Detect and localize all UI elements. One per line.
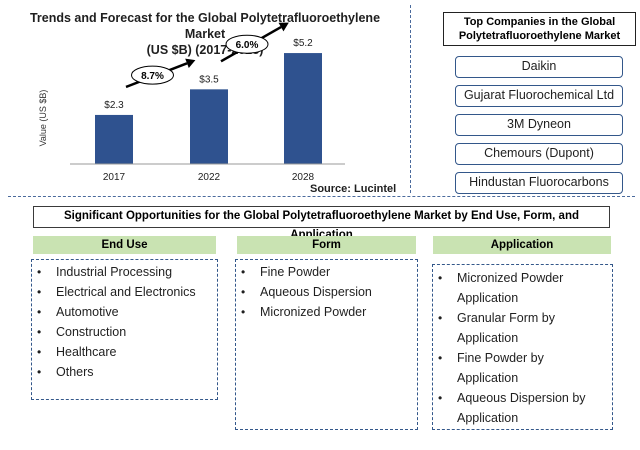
list-item: • Micronized Powder <box>438 271 564 285</box>
growth-arrow-head <box>278 22 289 32</box>
horizontal-divider <box>8 196 635 197</box>
list-item: • Fine Powder <box>241 265 331 279</box>
list-item: • Granular Form by <box>438 311 555 325</box>
list-item-continuation: Application <box>457 331 519 345</box>
application-header: Application <box>433 236 611 254</box>
list-item: • Others <box>37 365 94 379</box>
bar-2028 <box>284 53 322 164</box>
company-3m-dyneon: 3M Dyneon <box>455 114 623 136</box>
form-header: Form <box>237 236 416 254</box>
list-item: • Aqueous Dispersion by <box>438 391 586 405</box>
application-list: • Micronized Powder Application • Granular… <box>432 264 613 430</box>
list-item: • Aqueous Dispersion <box>241 285 372 299</box>
x-tick-label: 2022 <box>198 172 221 183</box>
list-item: • Construction <box>37 325 127 339</box>
cagr-label: 6.0% <box>236 40 259 51</box>
data-label: $3.5 <box>199 74 219 85</box>
x-tick-label: 2017 <box>103 172 126 183</box>
list-item-continuation: Application <box>457 371 519 385</box>
growth-arrow-head <box>185 58 196 68</box>
opportunities-title: Significant Opportunities for the Global… <box>33 206 610 241</box>
list-item: • Micronized Powder <box>241 305 367 319</box>
vertical-divider <box>410 5 411 193</box>
data-label: $5.2 <box>293 38 313 49</box>
list-item: • Fine Powder by <box>438 351 544 365</box>
bar-chart: Value (US $B) $2.3 2017 $3.5 2022 $5.2 2028 8.… <box>38 22 345 183</box>
y-axis-label: Value (US $B) <box>38 90 48 147</box>
cagr-oval <box>131 65 174 85</box>
company-chemours: Chemours (Dupont) <box>455 143 623 165</box>
end-use-list: • Industrial Processing • Electrical and E… <box>31 259 218 400</box>
list-item: • Healthcare <box>37 345 117 359</box>
list-item-continuation: Application <box>457 411 519 425</box>
company-daikin: Daikin <box>455 56 623 78</box>
bar-2022 <box>190 89 228 164</box>
company-gujarat-fluorochemical: Gujarat Fluorochemical Ltd <box>455 85 623 107</box>
list-item: • Electrical and Electronics <box>37 285 196 299</box>
list-item-continuation: Application <box>457 291 519 305</box>
chart-title: Trends and Forecast for the Global Polyt… <box>29 11 381 41</box>
list-item: • Automotive <box>37 305 119 319</box>
cagr-label: 8.7% <box>141 71 164 82</box>
list-item: • Industrial Processing <box>37 265 173 279</box>
end-use-header: End Use <box>33 236 216 254</box>
cagr-oval <box>225 34 269 54</box>
data-label: $2.3 <box>104 100 124 111</box>
company-hindustan-fluorocarbons: Hindustan Fluorocarbons <box>455 172 623 194</box>
bar-2017 <box>95 114 133 164</box>
form-list: • Fine Powder • Aqueous Dispersion • Micron… <box>235 259 418 430</box>
source-label: Source: Lucintel <box>310 183 397 195</box>
x-tick-label: 2028 <box>292 172 315 183</box>
top-companies-title: Top Companies in the Global Polytetraflu… <box>443 12 636 46</box>
